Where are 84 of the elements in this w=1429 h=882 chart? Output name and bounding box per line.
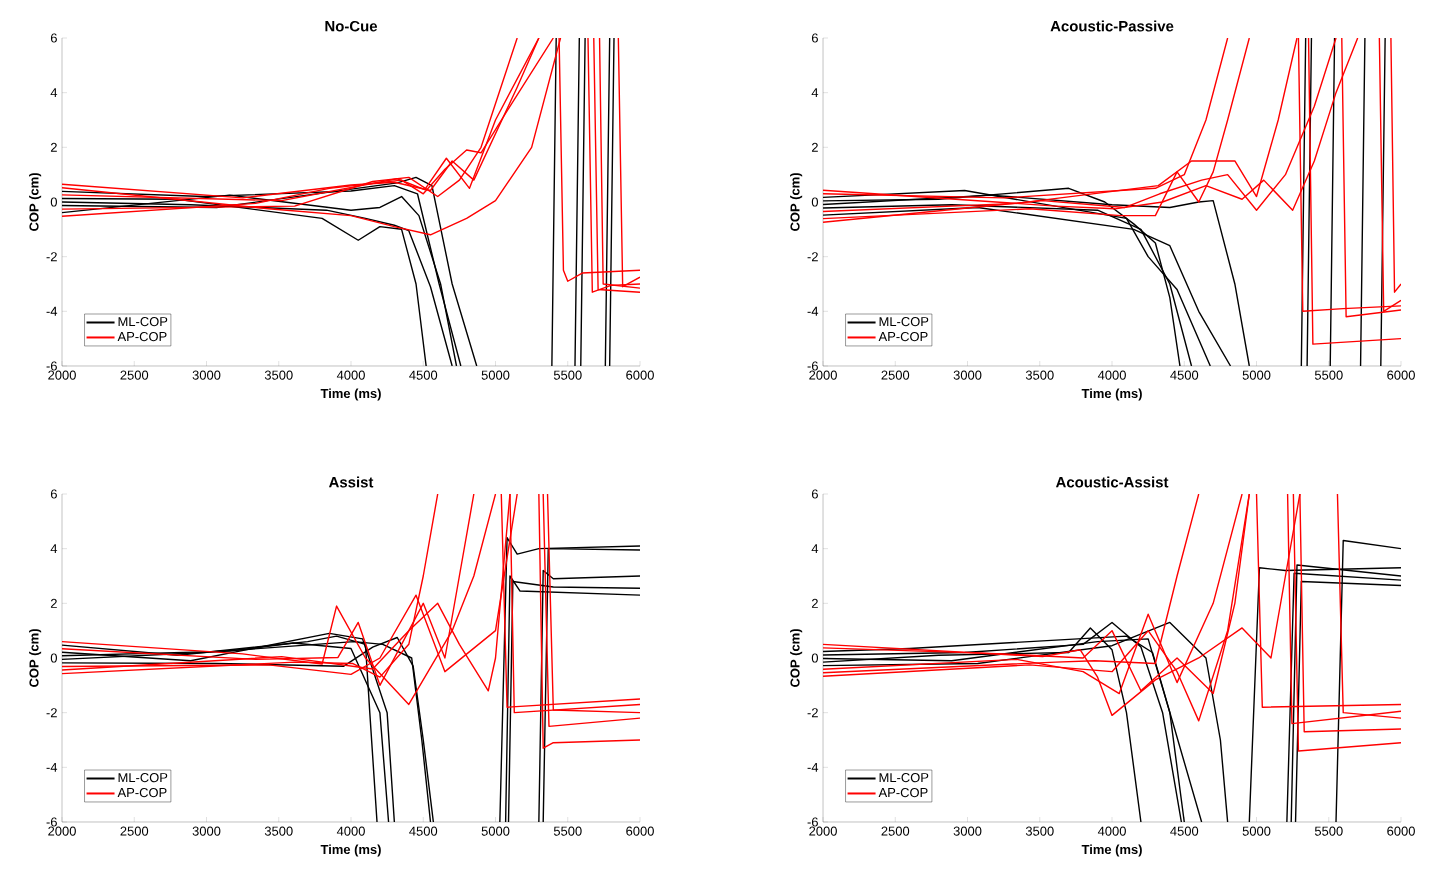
y-tick-label: 4 xyxy=(50,88,58,98)
y-tick-label: 2 xyxy=(50,598,57,608)
x-tick-label: 6000 xyxy=(626,370,654,380)
x-tick-label: 2000 xyxy=(809,826,837,836)
y-tick-label: 0 xyxy=(50,653,57,663)
x-tick-label: 5000 xyxy=(1242,370,1271,380)
x-tick-label: 4000 xyxy=(336,826,365,836)
y-tick-label: 0 xyxy=(811,197,819,207)
x-tick-label: 3500 xyxy=(264,826,293,836)
x-tick-label: 3500 xyxy=(1025,370,1054,380)
x-axis-title: Time (ms) xyxy=(320,388,381,401)
y-tick-label: -4 xyxy=(807,306,819,316)
legend-label: ML-COP xyxy=(118,773,168,783)
y-tick-label: 4 xyxy=(811,88,819,98)
legend-label: ML-COP xyxy=(118,317,168,327)
x-tick-label: 3000 xyxy=(953,370,982,380)
x-tick-label: 2000 xyxy=(48,370,76,380)
x-tick-label: 5000 xyxy=(481,826,510,836)
legend-label: ML-COP xyxy=(879,773,929,783)
y-tick-label: 4 xyxy=(811,544,819,554)
y-tick-label: -4 xyxy=(807,762,819,772)
x-axis-title: Time (ms) xyxy=(1081,844,1142,857)
x-tick-label: 3000 xyxy=(192,826,221,836)
x-tick-label: 6000 xyxy=(1387,826,1415,836)
y-axis-title: COP (cm) xyxy=(790,173,803,231)
y-tick-label: -6 xyxy=(46,361,57,371)
y-tick-label: -2 xyxy=(807,708,818,718)
x-tick-label: 3000 xyxy=(953,826,982,836)
legend-label: AP-COP xyxy=(878,331,928,342)
y-tick-label: 2 xyxy=(50,142,57,152)
x-tick-label: 6000 xyxy=(626,826,654,836)
y-axis-title: COP (cm) xyxy=(790,629,803,687)
y-axis-title: COP (cm) xyxy=(29,629,42,687)
legend-label: AP-COP xyxy=(878,787,928,798)
legend-label: ML-COP xyxy=(879,317,929,327)
x-tick-label: 2000 xyxy=(48,826,76,836)
y-tick-label: 2 xyxy=(811,598,818,608)
x-axis-title: Time (ms) xyxy=(320,844,381,857)
y-tick-label: 6 xyxy=(50,489,57,499)
y-tick-label: 4 xyxy=(50,544,58,554)
x-tick-label: 5000 xyxy=(481,370,510,380)
y-tick-label: -4 xyxy=(46,306,58,316)
x-tick-label: 5500 xyxy=(1314,370,1343,380)
chart-title: No-Cue xyxy=(325,20,378,32)
chart-title: Acoustic-Passive xyxy=(1050,20,1174,32)
y-tick-label: -6 xyxy=(46,817,57,827)
x-tick-label: 5500 xyxy=(1314,826,1343,836)
x-tick-label: 4000 xyxy=(336,370,365,380)
x-tick-label: 5500 xyxy=(553,826,582,836)
y-tick-label: -2 xyxy=(807,252,818,262)
x-tick-label: 2500 xyxy=(120,826,149,836)
x-tick-label: 4000 xyxy=(1097,370,1126,380)
x-tick-label: 4500 xyxy=(409,370,438,380)
x-tick-label: 2000 xyxy=(809,370,837,380)
x-tick-label: 4500 xyxy=(1170,370,1199,380)
y-tick-label: 2 xyxy=(811,142,818,152)
y-tick-label: -2 xyxy=(46,708,57,718)
y-tick-label: -4 xyxy=(46,762,58,772)
chart-title: Acoustic-Assist xyxy=(1055,476,1169,488)
x-tick-label: 5000 xyxy=(1242,826,1271,836)
y-tick-label: 6 xyxy=(811,489,818,499)
x-tick-label: 4500 xyxy=(409,826,438,836)
y-tick-label: 6 xyxy=(50,33,57,43)
y-axis-title: COP (cm) xyxy=(29,173,42,231)
y-tick-label: -6 xyxy=(807,817,818,827)
x-tick-label: 4000 xyxy=(1097,826,1126,836)
x-tick-label: 3500 xyxy=(1025,826,1054,836)
x-tick-label: 6000 xyxy=(1387,370,1415,380)
x-tick-label: 5500 xyxy=(553,370,582,380)
x-tick-label: 4500 xyxy=(1170,826,1199,836)
y-tick-label: -6 xyxy=(807,361,818,371)
y-tick-label: 0 xyxy=(50,197,57,207)
x-axis-title: Time (ms) xyxy=(1081,388,1142,401)
y-tick-label: 0 xyxy=(811,653,819,663)
x-tick-label: 2500 xyxy=(881,370,910,380)
y-tick-label: 6 xyxy=(811,33,818,43)
y-tick-label: -2 xyxy=(46,252,57,262)
x-tick-label: 2500 xyxy=(120,370,149,380)
x-tick-label: 3500 xyxy=(264,370,293,380)
legend-label: AP-COP xyxy=(117,331,167,342)
legend-label: AP-COP xyxy=(117,787,167,798)
chart-title: Assist xyxy=(328,476,374,488)
x-tick-label: 2500 xyxy=(881,826,910,836)
x-tick-label: 3000 xyxy=(192,370,221,380)
